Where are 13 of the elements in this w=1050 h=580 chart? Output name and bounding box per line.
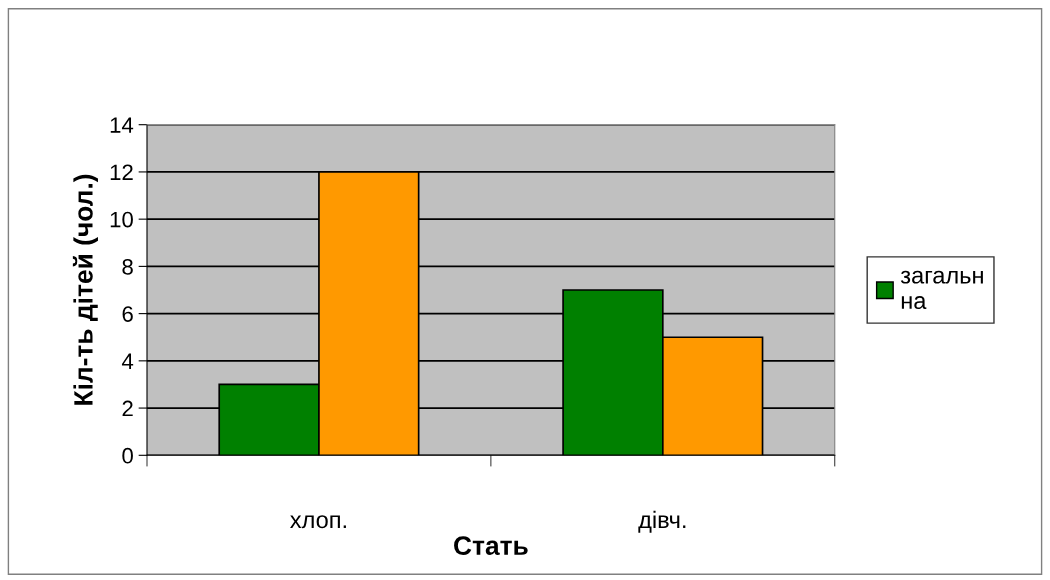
y-tick-label: 10 <box>110 211 133 228</box>
x-tick-label: дівч. <box>638 510 686 533</box>
y-tick-label: 0 <box>122 447 133 464</box>
y-tick-label: 6 <box>122 306 133 322</box>
x-tick-label: хлоп. <box>290 515 346 529</box>
y-tick-label: 14 <box>110 117 134 133</box>
y-axis-title: Кіл-ть дітей (чол.) <box>72 174 98 405</box>
legend-label: загальн на <box>900 270 983 310</box>
y-tick-label: 8 <box>122 258 133 275</box>
y-tick-label: 2 <box>122 400 133 417</box>
x-axis-title: Стать <box>454 536 528 556</box>
y-tick-label: 4 <box>121 353 134 369</box>
y-tick-label: 12 <box>110 164 133 180</box>
